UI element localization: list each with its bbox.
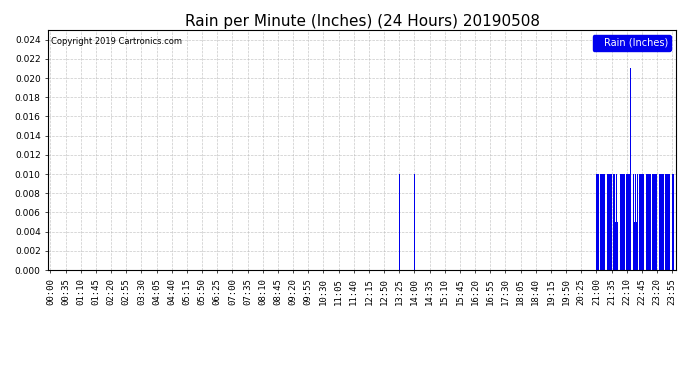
Title: Rain per Minute (Inches) (24 Hours) 20190508: Rain per Minute (Inches) (24 Hours) 2019… xyxy=(185,14,540,29)
Legend: Rain (Inches): Rain (Inches) xyxy=(593,35,671,51)
Text: Copyright 2019 Cartronics.com: Copyright 2019 Cartronics.com xyxy=(52,37,182,46)
